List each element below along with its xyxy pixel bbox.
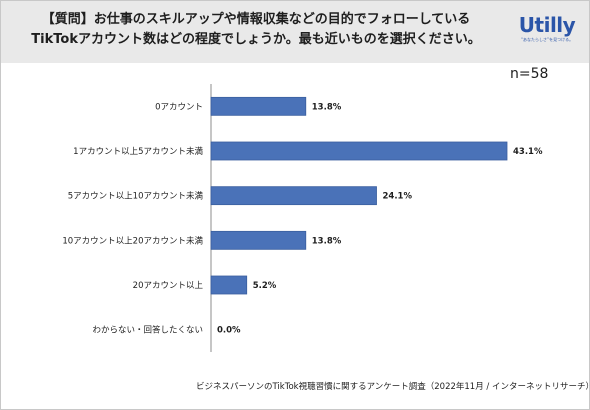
value-label: 24.1% bbox=[383, 192, 413, 202]
sample-size-label: n=58 bbox=[510, 66, 549, 82]
value-label: 5.2% bbox=[253, 281, 277, 291]
value-label: 43.1% bbox=[513, 147, 543, 157]
category-label: 5アカウント以上10アカウント未満 bbox=[68, 191, 204, 202]
question-line-1: 【質問】お仕事のスキルアップや情報収集などの目的でフォローしている bbox=[41, 12, 471, 27]
bar bbox=[210, 275, 248, 295]
value-label: 13.8% bbox=[312, 102, 342, 112]
logo-tagline: “あなたらしさ”を見つける。 bbox=[520, 37, 574, 42]
value-label: 0.0% bbox=[217, 326, 241, 336]
bar bbox=[210, 186, 377, 206]
value-label: 13.8% bbox=[312, 236, 342, 246]
question-header: 【質問】お仕事のスキルアップや情報収集などの目的でフォローしている TikTok… bbox=[1, 1, 589, 63]
bar bbox=[210, 230, 307, 250]
utilly-logo: Utilly “あなたらしさ”を見つける。 bbox=[514, 13, 580, 49]
logo-wordmark: Utilly bbox=[518, 13, 576, 37]
category-label: わからない・回答したくない bbox=[92, 325, 203, 336]
category-label: 0アカウント bbox=[155, 102, 203, 112]
question-line-2: TikTokアカウント数はどの程度でしょうか。最も近いものを選択ください。 bbox=[31, 32, 481, 47]
category-label: 20アカウント以上 bbox=[133, 281, 204, 291]
category-label: 1アカウント以上5アカウント未満 bbox=[73, 146, 203, 157]
bar bbox=[210, 141, 508, 161]
category-label: 10アカウント以上20アカウント未満 bbox=[62, 235, 203, 246]
bar bbox=[210, 96, 307, 116]
source-note: ビジネスパーソンのTikTok視聴習慣に関するアンケート調査（2022年11月 … bbox=[196, 382, 590, 392]
question-text: 【質問】お仕事のスキルアップや情報収集などの目的でフォローしている TikTok… bbox=[11, 10, 501, 50]
